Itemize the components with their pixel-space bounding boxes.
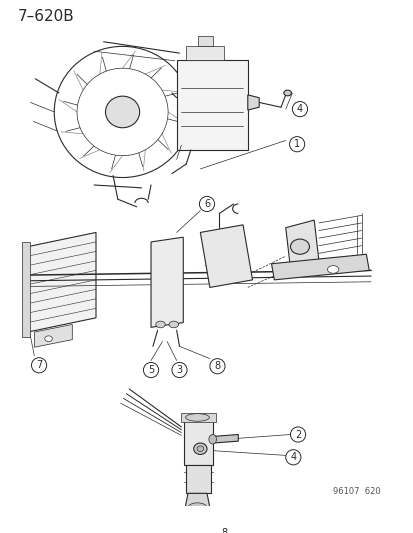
Polygon shape: [34, 325, 72, 347]
Ellipse shape: [197, 446, 203, 451]
Ellipse shape: [188, 503, 206, 512]
Polygon shape: [197, 36, 212, 45]
Polygon shape: [186, 465, 210, 494]
Circle shape: [285, 450, 300, 465]
Circle shape: [216, 526, 231, 533]
Polygon shape: [212, 434, 238, 443]
Circle shape: [292, 101, 307, 117]
Polygon shape: [271, 254, 368, 280]
Text: 4: 4: [290, 453, 296, 462]
Polygon shape: [247, 95, 259, 110]
Text: 8: 8: [221, 528, 227, 533]
Text: 5: 5: [147, 365, 154, 375]
Text: 96107  620: 96107 620: [332, 487, 380, 496]
Ellipse shape: [185, 414, 209, 421]
Text: 7–620B: 7–620B: [18, 10, 75, 25]
Polygon shape: [181, 413, 216, 422]
Polygon shape: [22, 242, 29, 337]
Circle shape: [171, 362, 187, 377]
Ellipse shape: [193, 443, 206, 455]
Text: 7: 7: [36, 360, 42, 370]
Ellipse shape: [77, 68, 168, 156]
Text: 8: 8: [214, 361, 220, 371]
Text: 6: 6: [204, 199, 209, 209]
Circle shape: [290, 427, 305, 442]
Circle shape: [289, 136, 304, 152]
Ellipse shape: [283, 90, 291, 96]
Circle shape: [143, 362, 158, 377]
Polygon shape: [186, 45, 223, 60]
Ellipse shape: [327, 265, 338, 273]
Polygon shape: [28, 232, 96, 332]
Circle shape: [31, 358, 47, 373]
Text: 1: 1: [293, 139, 299, 149]
Circle shape: [199, 196, 214, 212]
Polygon shape: [151, 237, 183, 327]
Text: 3: 3: [176, 365, 182, 375]
Polygon shape: [176, 60, 247, 150]
Polygon shape: [285, 220, 318, 269]
Ellipse shape: [290, 239, 309, 254]
Polygon shape: [185, 494, 209, 507]
Polygon shape: [200, 225, 252, 287]
Ellipse shape: [45, 336, 52, 342]
Text: 4: 4: [296, 104, 302, 114]
Polygon shape: [184, 417, 212, 465]
Circle shape: [209, 359, 225, 374]
Text: 2: 2: [294, 430, 301, 440]
Ellipse shape: [209, 434, 216, 444]
Ellipse shape: [54, 46, 190, 177]
Ellipse shape: [169, 321, 178, 328]
Ellipse shape: [155, 321, 165, 328]
Ellipse shape: [105, 96, 139, 128]
